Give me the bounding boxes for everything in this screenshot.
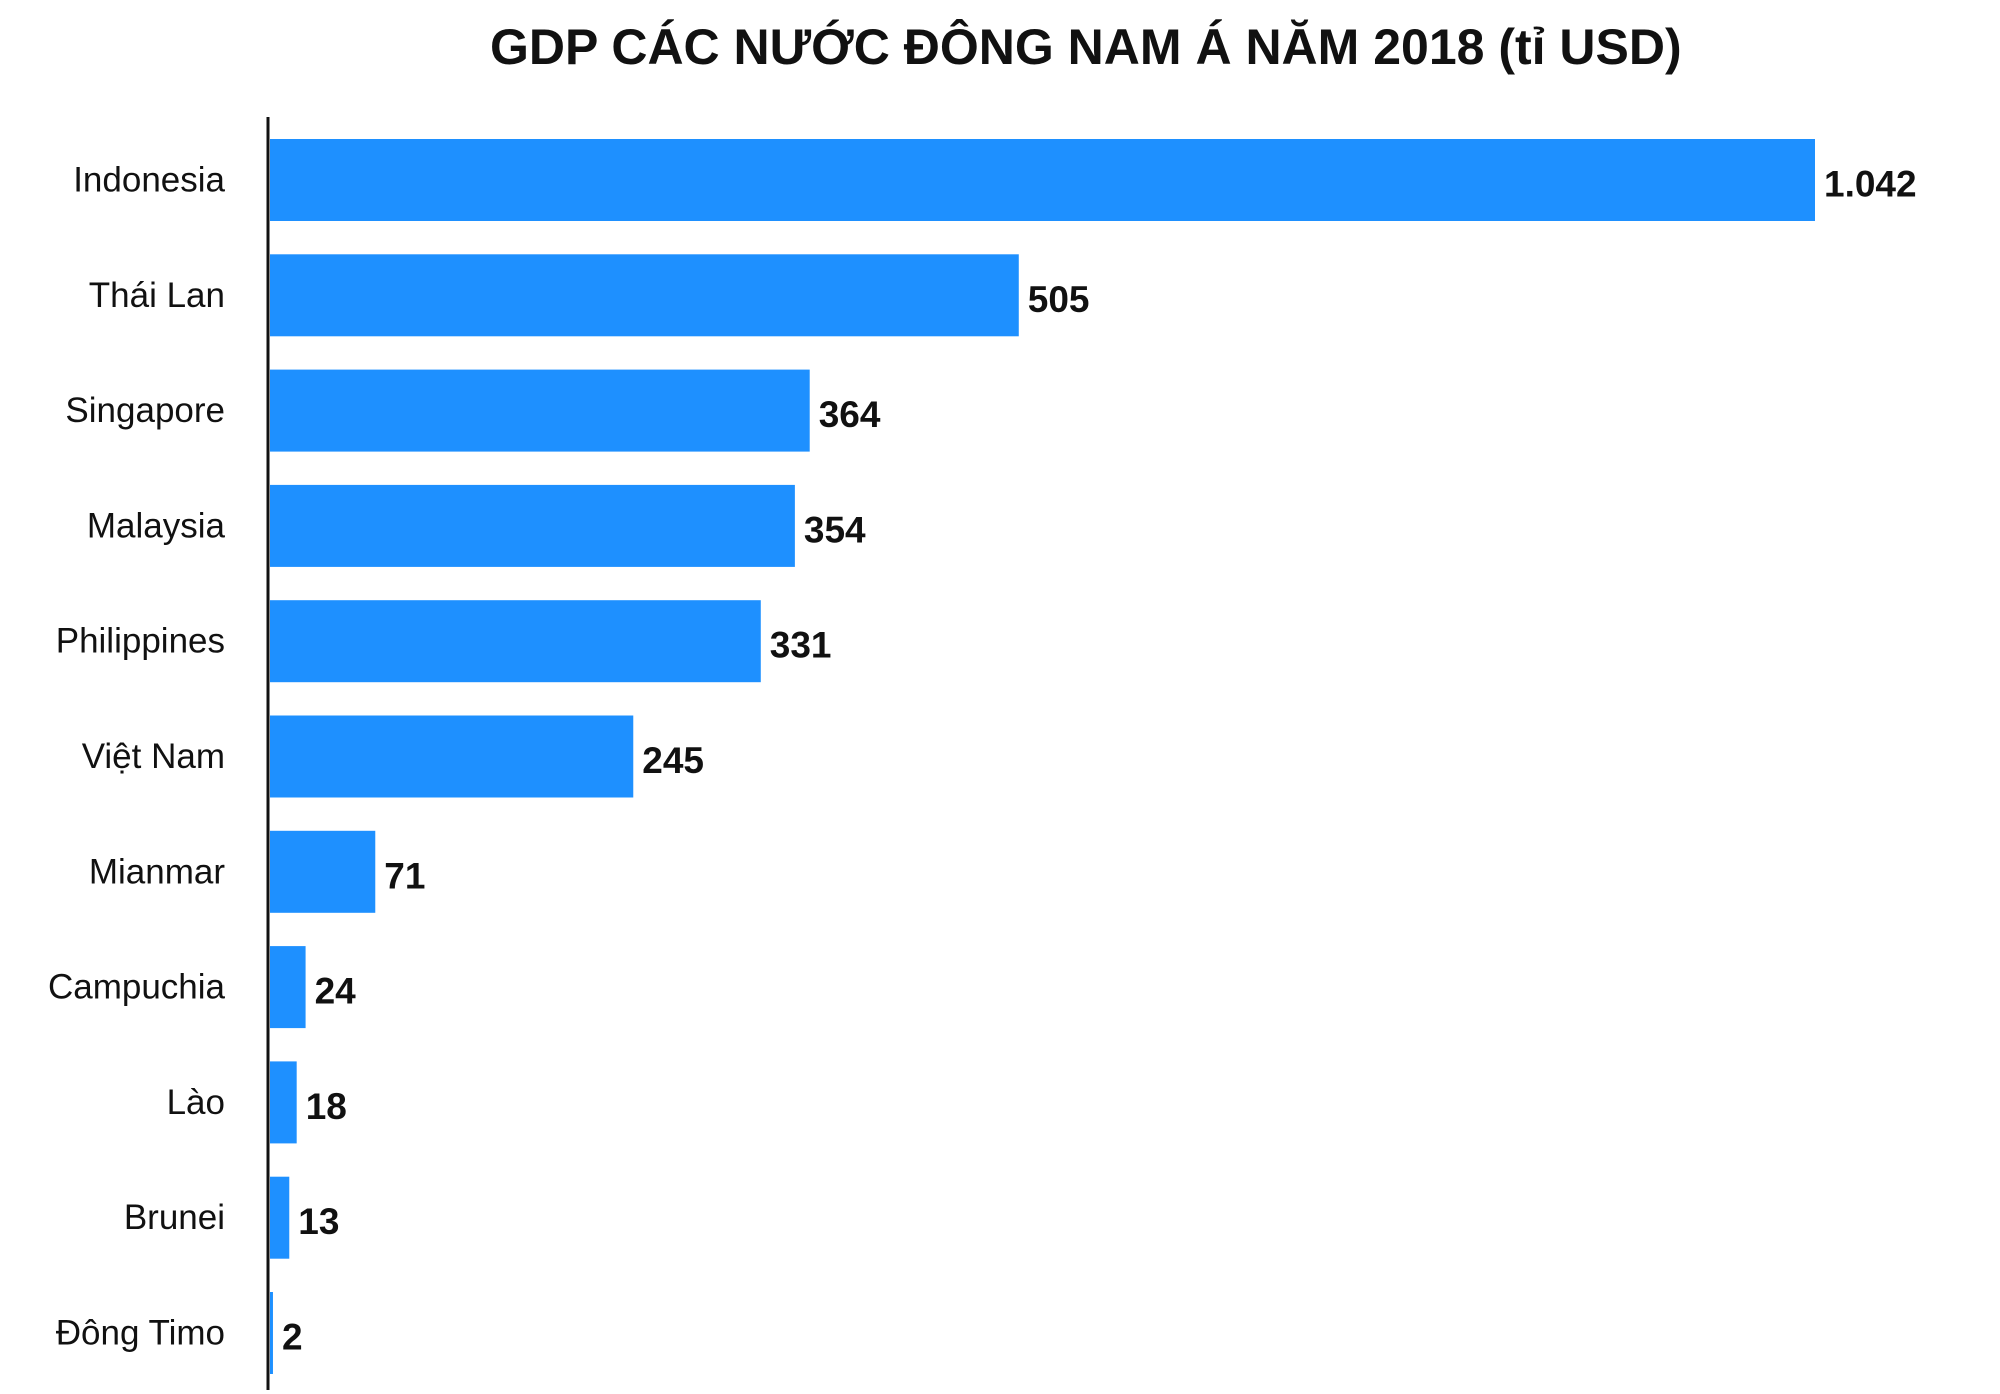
- bar-4: [270, 600, 761, 683]
- bar-10: [270, 1292, 273, 1374]
- category-label-5: Việt Nam: [82, 737, 225, 776]
- category-label-10: Đông Timo: [56, 1314, 225, 1353]
- bar-7: [270, 946, 306, 1029]
- value-label-7: 24: [315, 971, 357, 1012]
- bars-layer: [270, 139, 1815, 1374]
- chart-title: GDP CÁC NƯỚC ĐÔNG NAM Á NĂM 2018 (tỉ USD…: [490, 19, 1682, 75]
- value-labels: 1.042 505 364 354 331 245 71 24 18 13 2: [282, 164, 1917, 1358]
- category-label-0: Indonesia: [73, 161, 225, 200]
- bar-3: [270, 484, 795, 567]
- value-label-4: 331: [770, 625, 832, 666]
- bar-5: [270, 715, 634, 798]
- value-label-10: 2: [282, 1317, 303, 1358]
- value-label-1: 505: [1028, 279, 1090, 320]
- category-label-8: Lào: [167, 1083, 225, 1122]
- category-labels: Indonesia Thái Lan Singapore Malaysia Philip…: [48, 161, 226, 1353]
- bar-9: [270, 1176, 290, 1259]
- bar-2: [270, 369, 810, 452]
- value-label-8: 18: [306, 1086, 347, 1127]
- category-label-2: Singapore: [65, 391, 225, 430]
- category-label-3: Malaysia: [87, 506, 226, 545]
- category-label-7: Campuchia: [48, 968, 226, 1007]
- value-label-0: 1.042: [1824, 164, 1917, 205]
- bar-8: [270, 1061, 297, 1144]
- value-label-5: 245: [642, 740, 704, 781]
- category-label-9: Brunei: [124, 1198, 225, 1237]
- bar-1: [270, 254, 1019, 337]
- value-label-2: 364: [819, 394, 881, 435]
- category-label-6: Mianmar: [89, 852, 225, 891]
- category-label-4: Philippines: [56, 622, 225, 661]
- category-label-1: Thái Lan: [89, 276, 225, 315]
- value-label-9: 13: [298, 1201, 339, 1242]
- value-label-3: 354: [804, 509, 866, 550]
- bar-6: [270, 830, 376, 913]
- bar-0: [270, 139, 1815, 221]
- value-label-6: 71: [384, 855, 425, 896]
